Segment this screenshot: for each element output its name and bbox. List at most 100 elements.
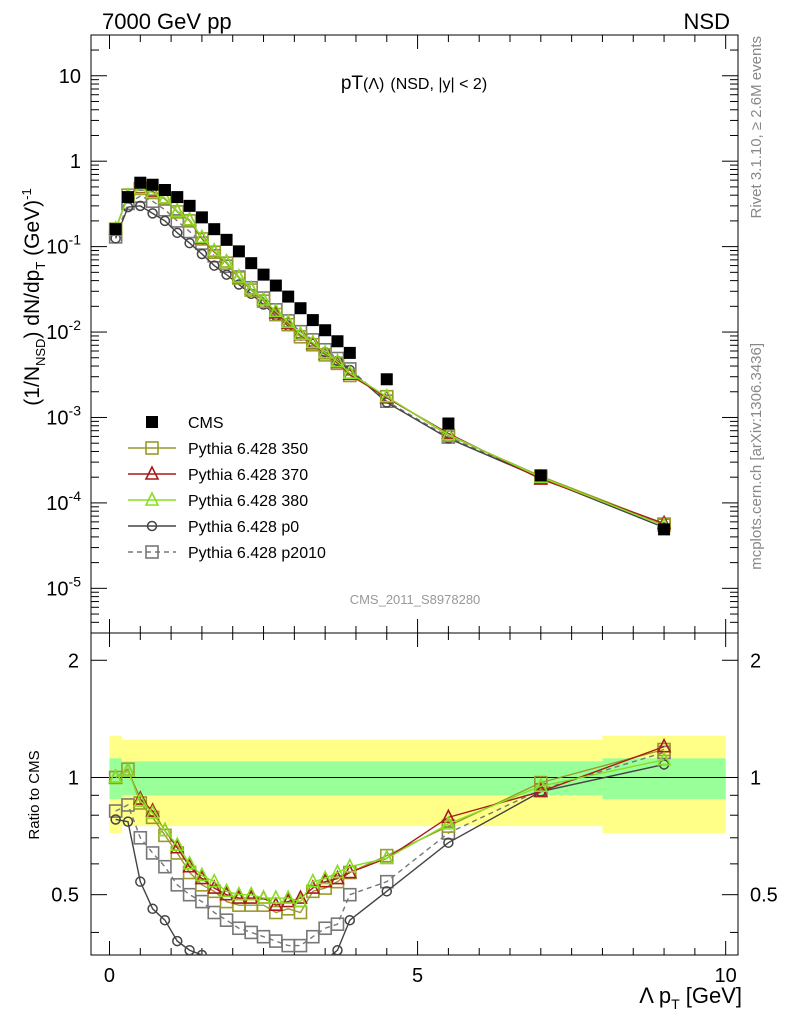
data-point — [331, 335, 344, 348]
data-point — [183, 199, 196, 212]
data-point — [293, 329, 308, 344]
ratio-point — [219, 885, 234, 901]
ratio-point — [243, 885, 259, 901]
data-point — [305, 333, 321, 349]
legend-marker — [144, 491, 160, 506]
ratio-point — [169, 838, 185, 854]
ratio-point — [269, 934, 283, 948]
x-tick-label: 5 — [412, 965, 423, 987]
data-point — [159, 215, 171, 227]
ratio-point — [243, 889, 259, 904]
ratio-point — [441, 826, 456, 840]
y-tick-label: 10 — [59, 66, 81, 88]
ratio-point — [330, 874, 345, 889]
x-axis-label: Λ pT [GeV] — [639, 983, 742, 1012]
data-point — [219, 256, 234, 270]
ratio-y-axis-label: Ratio to CMS — [26, 750, 43, 839]
legend-entry: Pythia 6.428 p2010 — [128, 545, 326, 562]
ratio-point — [441, 808, 456, 824]
data-point — [243, 280, 259, 295]
ratio-point — [533, 777, 549, 792]
data-point — [293, 325, 308, 341]
ratio-point — [379, 849, 395, 865]
legend-label: Pythia 6.428 370 — [188, 467, 308, 484]
data-point — [207, 245, 222, 260]
ratio-point — [534, 775, 548, 790]
ratio-point — [182, 887, 197, 902]
legend-entry: Pythia 6.428 p0 — [128, 519, 299, 536]
y-tick-label: 10-5 — [46, 573, 81, 600]
y-tick-label: 10-4 — [46, 488, 81, 515]
legend-marker — [146, 520, 158, 532]
data-point — [157, 189, 173, 204]
legend-entry: Pythia 6.428 380 — [128, 491, 308, 510]
mcplots-label: mcplots.cern.ch [arXiv:1306.3436] — [748, 343, 765, 570]
legend-entry: CMS — [146, 415, 224, 432]
legend-label: Pythia 6.428 p0 — [188, 519, 299, 536]
ratio-tick-label-right: 2 — [750, 650, 761, 672]
data-point — [342, 364, 358, 379]
ratio-point — [280, 889, 296, 904]
ratio-point — [195, 894, 209, 909]
data-point — [268, 302, 284, 318]
main-plot-series — [108, 176, 672, 536]
ratio-point — [317, 869, 333, 885]
ratio-point — [342, 887, 357, 902]
ratio-point — [234, 960, 243, 969]
y-tick-label: 10-1 — [46, 232, 81, 259]
plot-title-cut: (NSD, |y| < 2) — [390, 76, 487, 93]
main-frame — [90, 34, 739, 634]
data-point — [231, 268, 247, 283]
legend-label: Pythia 6.428 p2010 — [188, 545, 326, 562]
ratio-point — [110, 814, 121, 825]
data-point — [380, 373, 393, 386]
x-tick-label: 10 — [715, 965, 737, 987]
analysis-label: CMS_2011_S8978280 — [350, 592, 481, 607]
data-point — [206, 242, 222, 257]
data-point — [318, 348, 332, 362]
ratio-point — [120, 762, 136, 777]
data-point — [257, 268, 270, 281]
ratio-point — [147, 903, 158, 915]
data-point — [330, 356, 345, 371]
legend-entry: Pythia 6.428 350 — [128, 441, 308, 458]
ratio-point — [317, 872, 333, 888]
data-point — [208, 260, 220, 271]
ratio-point — [259, 960, 268, 969]
ratio-point — [268, 889, 284, 904]
ratio-point — [219, 882, 234, 898]
data-point — [208, 223, 221, 236]
ratio-point — [210, 960, 219, 969]
ratio-point — [133, 792, 148, 807]
data-point — [343, 346, 356, 359]
data-point — [317, 344, 333, 359]
legend-label: CMS — [188, 415, 224, 432]
data-point — [219, 253, 234, 268]
ratio-point — [184, 944, 195, 955]
ratio-point — [231, 889, 247, 904]
ratio-point — [293, 938, 308, 953]
ratio-point — [441, 819, 456, 833]
data-point — [232, 245, 245, 258]
series-cms — [109, 176, 671, 536]
data-point — [281, 317, 295, 332]
data-point — [306, 314, 319, 327]
axis-ticks: 0 5 10 10 1 10-1 10-2 10-3 10-4 10-5 2 2 1 1 0.5 0.5 — [46, 34, 778, 987]
ratio-point — [207, 905, 222, 920]
legend: CMS Pythia 6.428 350 Pythia 6.428 370 Pythi… — [128, 415, 326, 562]
legend-marker — [145, 545, 159, 559]
data-point — [147, 208, 158, 219]
y-tick-label: 10-3 — [46, 402, 81, 429]
ratio-point — [280, 892, 296, 908]
ratio-point — [443, 837, 454, 848]
data-point — [220, 233, 233, 246]
ratio-point — [182, 855, 197, 870]
ratio-point — [108, 768, 123, 784]
data-point — [135, 200, 146, 212]
ratio-point — [122, 816, 134, 827]
y-axis-label: (1/NNSD) dN/dpT (GeV)-1 — [19, 188, 48, 405]
ratio-point — [305, 872, 321, 888]
data-point — [319, 324, 332, 337]
data-point — [306, 337, 320, 352]
